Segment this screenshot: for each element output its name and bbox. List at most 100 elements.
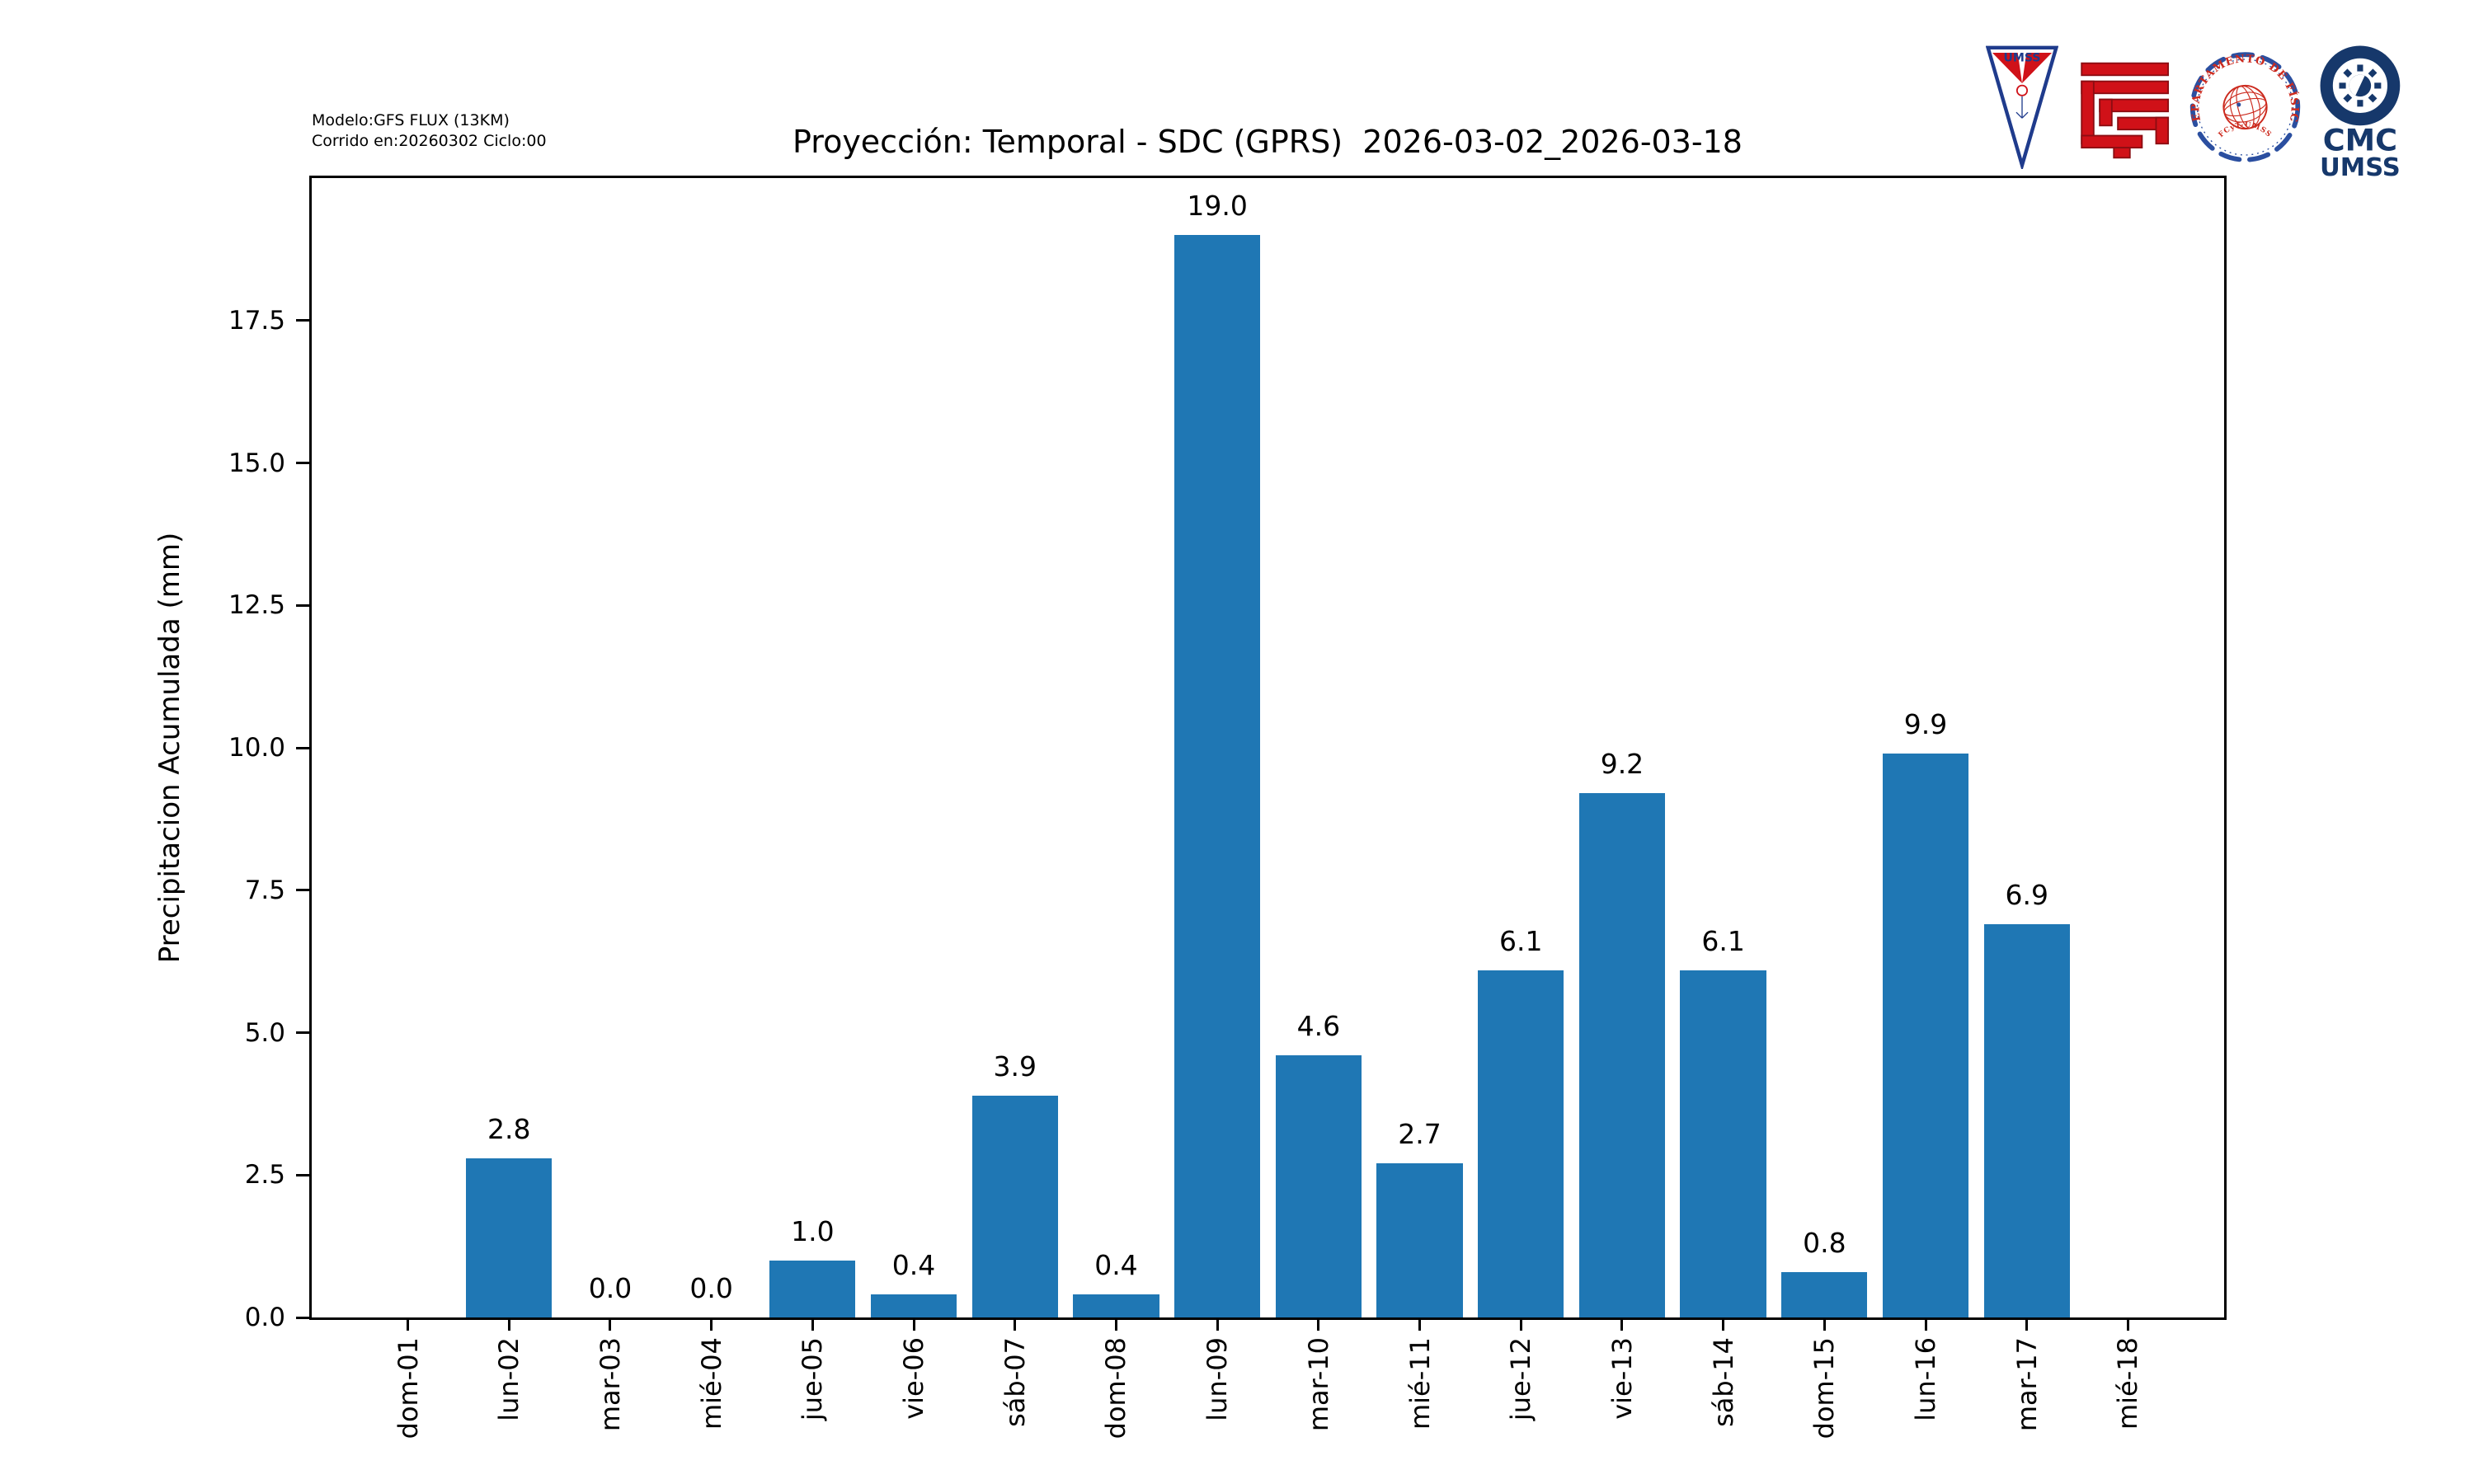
x-tick-mark xyxy=(407,1317,410,1331)
x-tick-label: mar-10 xyxy=(1302,1337,1334,1432)
x-tick-label: vie-06 xyxy=(898,1337,930,1420)
x-tick-label: dom-15 xyxy=(1808,1337,1841,1439)
bar-value-label: 3.9 xyxy=(993,1050,1037,1082)
bar xyxy=(1680,970,1766,1317)
x-tick-mark xyxy=(609,1317,612,1331)
y-tick-mark xyxy=(296,319,309,322)
cmc-text: CMC xyxy=(2323,122,2397,157)
x-tick-mark xyxy=(1114,1317,1117,1331)
x-tick-label: lun-09 xyxy=(1202,1337,1234,1421)
y-tick-label: 12.5 xyxy=(228,590,285,621)
y-tick-mark xyxy=(296,746,309,749)
y-tick-mark xyxy=(296,603,309,607)
y-tick-mark xyxy=(296,462,309,464)
bar xyxy=(1073,1294,1159,1317)
x-tick-mark xyxy=(1924,1317,1927,1331)
bar xyxy=(1478,970,1564,1317)
bar-value-label: 6.9 xyxy=(2005,879,2048,912)
bar xyxy=(971,1095,1058,1317)
x-tick-label: jue-05 xyxy=(797,1337,829,1421)
x-tick-mark xyxy=(1418,1317,1422,1331)
cmc-umss-text: UMSS xyxy=(2320,153,2401,181)
bar xyxy=(1983,924,2070,1317)
y-tick-label: 7.5 xyxy=(244,875,285,905)
y-tick-label: 5.0 xyxy=(244,1017,285,1048)
x-tick-label: mar-03 xyxy=(594,1337,626,1432)
x-tick-label: vie-13 xyxy=(1606,1337,1638,1420)
x-tick-label: sáb-14 xyxy=(1707,1337,1739,1427)
chart-title: Proyección: Temporal - SDC (GPRS) 2026-0… xyxy=(793,124,1743,160)
x-tick-label: dom-01 xyxy=(392,1337,424,1439)
bar xyxy=(1376,1163,1463,1317)
x-tick-mark xyxy=(1216,1317,1219,1331)
x-tick-mark xyxy=(1620,1317,1624,1331)
bar xyxy=(769,1260,856,1317)
bar-value-label: 0.4 xyxy=(891,1249,936,1282)
bar xyxy=(1578,793,1666,1317)
bar-value-label: 6.1 xyxy=(1701,924,1745,957)
y-tick-label: 0.0 xyxy=(244,1303,285,1332)
y-tick-mark xyxy=(296,1031,309,1034)
y-tick-mark xyxy=(296,1173,309,1176)
x-tick-mark xyxy=(912,1317,915,1331)
bar-value-label: 0.4 xyxy=(1094,1249,1138,1282)
bar-value-label: 2.8 xyxy=(487,1112,531,1145)
umss-pennant-text: UMSS xyxy=(2003,52,2040,65)
x-tick-label: mié-18 xyxy=(2112,1337,2144,1430)
x-tick-mark xyxy=(1722,1317,1725,1331)
x-tick-mark xyxy=(1823,1317,1826,1331)
y-tick-mark xyxy=(296,1316,309,1319)
bar-value-label: 9.2 xyxy=(1600,748,1644,781)
x-tick-mark xyxy=(507,1317,510,1331)
model-annotation: Modelo:GFS FLUX (13KM) Corrido en:202603… xyxy=(312,110,547,152)
x-tick-label: mié-04 xyxy=(695,1337,727,1430)
bar-value-label: 6.1 xyxy=(1498,924,1543,957)
y-axis-label: Precipitacion Acumulada (mm) xyxy=(153,532,186,964)
fisica-seal-ring-text: DEPARTAMENTO DE FÍSICA xyxy=(2189,53,2299,124)
x-tick-mark xyxy=(1014,1317,1017,1331)
fcyt-red-logo xyxy=(2081,62,2170,159)
bar xyxy=(1275,1055,1362,1317)
y-tick-label: 10.0 xyxy=(228,733,285,763)
y-tick-mark xyxy=(296,889,309,892)
x-tick-mark xyxy=(710,1317,713,1331)
bar-value-label: 2.7 xyxy=(1398,1118,1442,1151)
y-tick-label: 2.5 xyxy=(244,1160,285,1190)
bar-value-label: 4.6 xyxy=(1296,1010,1341,1043)
bar xyxy=(1882,753,1969,1317)
x-tick-mark xyxy=(1317,1317,1320,1331)
x-tick-mark xyxy=(1519,1317,1522,1331)
x-tick-label: lun-16 xyxy=(1910,1337,1942,1421)
bar xyxy=(870,1294,957,1317)
logo-row: UMSS xyxy=(1986,45,2411,181)
bar xyxy=(466,1158,553,1317)
x-tick-label: mié-11 xyxy=(1404,1337,1436,1430)
bar-value-label: 0.0 xyxy=(689,1272,733,1304)
x-tick-label: lun-02 xyxy=(493,1337,525,1421)
bar xyxy=(1781,1271,1868,1317)
bar-value-label: 1.0 xyxy=(791,1214,835,1247)
fisica-seal-logo: DEPARTAMENTO DE FÍSICA FCyT-UMSS xyxy=(2189,52,2301,162)
x-tick-label: mar-17 xyxy=(2011,1337,2043,1432)
fisica-seal-bottom-text: FCyT-UMSS xyxy=(2218,121,2273,139)
bar-value-label: 0.8 xyxy=(1803,1226,1846,1259)
x-tick-mark xyxy=(2126,1317,2129,1331)
cmc-umss-logo: CMC UMSS xyxy=(2320,45,2401,181)
y-tick-label: 17.5 xyxy=(228,305,285,336)
svg-text:FCyT-UMSS: FCyT-UMSS xyxy=(2218,121,2274,139)
plot-area: dom-01 lun-02 2.8 mar-03 0.0 mié-04 0.0 jue-05 1… xyxy=(228,176,2227,1439)
model-run-line: Corrido en:20260302 Ciclo:00 xyxy=(312,132,547,150)
svg-text:DEPARTAMENTO DE FÍSICA: DEPARTAMENTO DE FÍSICA xyxy=(2189,53,2300,124)
x-tick-mark xyxy=(811,1317,814,1331)
bar xyxy=(1174,235,1261,1317)
y-tick-label: 15.0 xyxy=(228,448,285,478)
x-tick-mark xyxy=(2025,1317,2029,1331)
x-tick-label: sáb-07 xyxy=(999,1337,1031,1427)
x-tick-label: dom-08 xyxy=(1100,1337,1132,1439)
model-line: Modelo:GFS FLUX (13KM) xyxy=(312,111,510,129)
x-tick-label: jue-12 xyxy=(1505,1337,1537,1421)
bar-value-label: 19.0 xyxy=(1187,190,1248,223)
bar-value-label: 9.9 xyxy=(1903,707,1948,740)
umss-pennant-logo: UMSS xyxy=(1986,45,2058,169)
